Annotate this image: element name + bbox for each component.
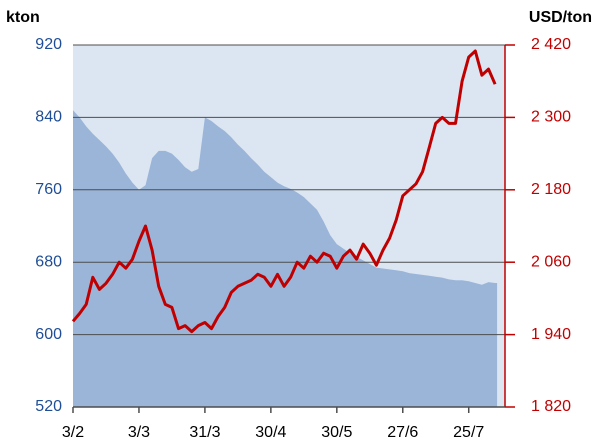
x-tick-label: 31/3	[189, 424, 220, 441]
y-axis-label: kton	[6, 9, 40, 26]
x-tick-label: 3/2	[62, 424, 84, 441]
x-tick-label: 27/6	[387, 424, 418, 441]
y-tick-label: 680	[35, 253, 62, 270]
y2-tick-label: 2 300	[531, 109, 571, 126]
y2-tick-label: 2 060	[531, 253, 571, 270]
y-tick-label: 840	[35, 109, 62, 126]
y-tick-label: 600	[35, 326, 62, 343]
line	[71, 49, 497, 334]
y-tick-label: 760	[35, 181, 62, 198]
y-tick-label: 520	[35, 398, 62, 415]
x-tick-label: 30/4	[255, 424, 286, 441]
y2-tick-label: 2 420	[531, 36, 571, 53]
y-tick-label: 920	[35, 36, 62, 53]
y2-tick-label: 1 820	[531, 398, 571, 415]
y2-axis-label: USD/ton	[529, 9, 592, 26]
x-tick-label: 25/7	[453, 424, 484, 441]
y2-tick-label: 2 180	[531, 181, 571, 198]
x-tick-label: 30/5	[321, 424, 352, 441]
area	[73, 110, 498, 407]
x-tick-label: 3/3	[128, 424, 150, 441]
y2-tick-label: 1 940	[531, 326, 571, 343]
